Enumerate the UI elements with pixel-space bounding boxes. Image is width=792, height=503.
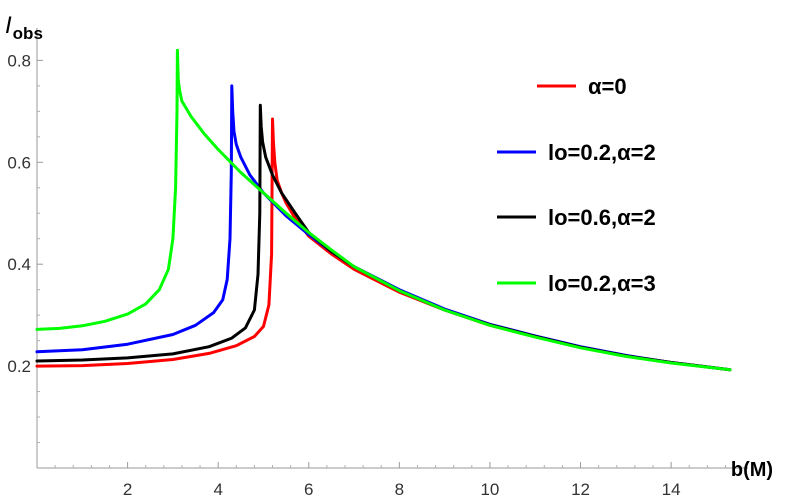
y-tick-label: 0.2	[7, 357, 31, 376]
x-tick-label: 14	[662, 480, 681, 499]
plot-lines	[35, 48, 732, 372]
axes: 2 4 6 8 10 12 14 0.2 0.4 0.6 0.8	[7, 28, 748, 499]
legend-label-3: lo=0.6,α=2	[548, 205, 656, 230]
y-axis-label-sub: obs	[13, 24, 43, 43]
y-tick-label: 0.4	[7, 255, 31, 274]
x-tick-label: 8	[395, 480, 404, 499]
legend: α=0 lo=0.2,α=2 lo=0.6,α=2 lo=0.2,α=3	[497, 74, 656, 296]
x-tick-label: 4	[213, 480, 222, 499]
x-tick-label: 2	[123, 480, 132, 499]
legend-label-2: lo=0.2,α=2	[548, 140, 656, 165]
y-axis-label-main: I	[5, 12, 12, 39]
x-tick-label: 12	[571, 480, 590, 499]
series-line-4	[35, 48, 732, 372]
y-tick-label: 0.8	[7, 51, 31, 70]
legend-label-1: α=0	[588, 74, 627, 99]
y-axis-label: Iobs	[5, 12, 43, 43]
legend-label-4: lo=0.2,α=3	[548, 271, 656, 296]
x-tick-label: 10	[480, 480, 499, 499]
x-axis-label: b(M)	[731, 459, 773, 481]
x-tick-label: 6	[304, 480, 313, 499]
y-tick-label: 0.6	[7, 153, 31, 172]
